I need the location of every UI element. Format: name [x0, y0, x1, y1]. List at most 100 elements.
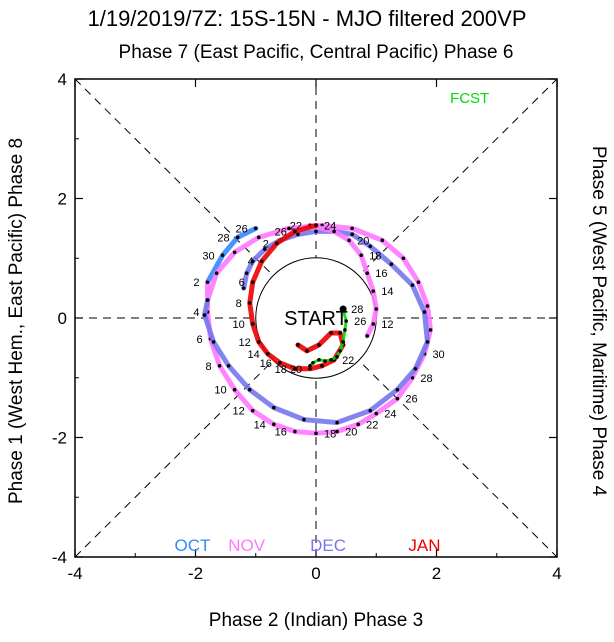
data-point [247, 301, 252, 305]
data-point [425, 304, 430, 308]
day-label: 4 [193, 307, 199, 319]
data-point [308, 364, 312, 368]
y-axis-label: Phase 1 (West Hem., East Pacific) Phase … [6, 138, 27, 504]
data-point [293, 429, 297, 434]
data-point [275, 241, 279, 246]
data-point [253, 226, 258, 231]
legend-item-jan: JAN [408, 536, 440, 555]
data-point [371, 322, 376, 326]
day-label: 8 [205, 361, 211, 373]
day-label: 28 [217, 232, 229, 244]
data-point [371, 289, 376, 293]
data-point [266, 352, 270, 356]
data-point [317, 343, 321, 347]
right-phase-label: Phase 5 (West Pacific, Maritime) Phase 4 [588, 146, 609, 497]
data-point [422, 310, 427, 314]
day-label: 12 [232, 406, 244, 418]
data-point [256, 235, 261, 240]
data-point [250, 259, 255, 264]
data-point [205, 280, 210, 284]
data-point [368, 408, 373, 413]
data-point [335, 429, 339, 434]
data-point [359, 253, 363, 258]
day-label: 16 [275, 427, 287, 439]
data-point [332, 229, 336, 234]
data-point [413, 366, 418, 371]
data-point [425, 340, 430, 344]
data-point [247, 387, 252, 392]
y-tick-label: -4 [52, 548, 67, 567]
data-point [356, 422, 360, 427]
day-label: 2 [193, 277, 199, 289]
data-point [335, 420, 339, 425]
data-point [374, 307, 379, 311]
data-point [262, 247, 267, 252]
data-point [323, 359, 327, 363]
day-label: 24 [324, 220, 336, 232]
data-point [395, 387, 400, 392]
x-tick-label: 0 [311, 564, 320, 583]
legend-item-dec: DEC [310, 536, 346, 555]
data-point [278, 361, 282, 365]
data-point [314, 431, 318, 436]
x-tick-label: -2 [188, 564, 203, 583]
data-point [395, 396, 400, 401]
fcst-label: FCST [450, 90, 489, 107]
day-label: 16 [260, 358, 272, 370]
data-point [272, 422, 276, 427]
day-label: 8 [236, 298, 242, 310]
data-point [338, 331, 342, 335]
day-label: 12 [381, 319, 393, 331]
chart-title: 1/19/2019/7Z: 15S-15N - MJO filtered 200… [87, 6, 526, 31]
data-point [350, 226, 354, 231]
day-label: 14 [248, 349, 260, 361]
data-point [428, 328, 433, 332]
day-label: 10 [214, 385, 226, 397]
day-label: 28 [351, 304, 363, 316]
data-point [329, 331, 333, 335]
legend-item-oct: OCT [175, 536, 211, 555]
day-label: 26 [405, 394, 417, 406]
day-label: 4 [248, 256, 254, 268]
data-point [335, 355, 339, 359]
day-label: 10 [232, 319, 244, 331]
x-tick-label: 4 [552, 564, 561, 583]
data-point [344, 319, 348, 323]
day-label: 18 [275, 364, 287, 376]
data-point [380, 238, 385, 243]
day-label: 18 [324, 428, 336, 440]
legend-item-nov: NOV [228, 536, 266, 555]
y-tick-label: 0 [58, 309, 67, 328]
day-label: 16 [375, 268, 387, 280]
data-point [211, 340, 216, 344]
data-point [296, 232, 300, 237]
day-label: 6 [239, 277, 245, 289]
x-tick-label: 2 [432, 564, 441, 583]
data-point [250, 408, 255, 413]
y-tick-label: -2 [52, 429, 67, 448]
data-point [202, 313, 207, 317]
day-label: 18 [369, 250, 381, 262]
day-label: 26 [236, 223, 248, 235]
data-point [320, 364, 324, 368]
data-point [272, 405, 276, 410]
day-label: 22 [366, 419, 378, 431]
data-point [308, 366, 312, 371]
day-label: 22 [342, 355, 354, 367]
day-label: 20 [357, 235, 369, 247]
data-point [287, 226, 291, 231]
day-label: 20 [290, 364, 302, 376]
data-point [250, 322, 255, 326]
data-point [232, 387, 237, 392]
day-label: 14 [254, 419, 266, 431]
day-label: 26 [354, 316, 366, 328]
data-point [250, 280, 255, 284]
data-point [410, 283, 415, 287]
data-point [244, 271, 249, 275]
data-point [374, 411, 379, 416]
data-point [350, 232, 354, 237]
day-label: 28 [420, 373, 432, 385]
data-point [365, 271, 370, 275]
forecast-start-dot [339, 305, 347, 313]
